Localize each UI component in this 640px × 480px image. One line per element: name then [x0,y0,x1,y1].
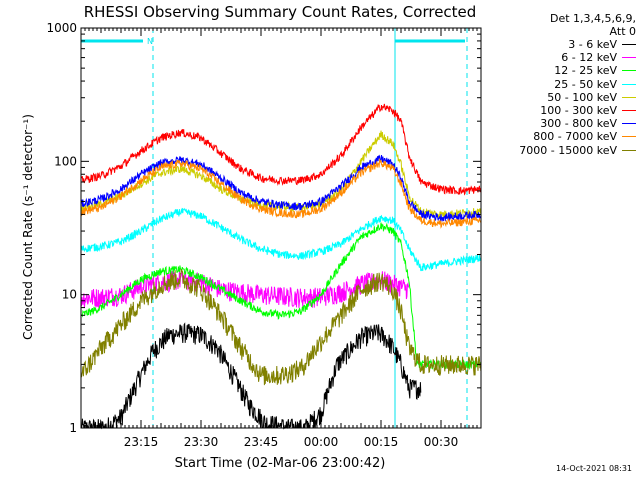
series-line-2 [80,222,482,371]
legend-swatch [622,44,636,46]
series-line-3 [80,207,482,272]
legend-entry-4: 50 - 100 keV [486,91,636,104]
legend-entry-0: 3 - 6 keV [486,38,636,51]
legend-entry-3: 25 - 50 keV [486,78,636,91]
legend: Det 1,3,4,5,6,9, Att 0 3 - 6 keV 6 - 12 k… [486,12,636,157]
legend-swatch [622,96,636,98]
legend-swatch [622,123,636,125]
legend-label: 25 - 50 keV [554,77,617,91]
y-axis-label: Corrected Count Rate (s⁻¹ detector⁻¹) [21,114,35,340]
y-tick-label-3: 1000 [46,21,77,35]
footer-timestamp: 14-Oct-2021 08:31 [556,464,632,473]
legend-label: 50 - 100 keV [547,90,617,104]
x-tick-label-5: 00:30 [424,435,459,449]
legend-entry-1: 6 - 12 keV [486,51,636,64]
legend-swatch [622,136,636,138]
legend-swatch [622,70,636,72]
y-tick-label-1: 10 [62,288,77,302]
night-bar-label-0: N [147,37,153,46]
legend-entry-7: 800 - 7000 keV [486,130,636,143]
legend-header-line-2: Att 0 [609,25,636,38]
legend-entry-8: 7000 - 15000 keV [486,144,636,157]
axes: 1 10 100 1000 23:15 23:30 23:45 00:00 00:15 00:30 [46,21,482,449]
plot-area: N [80,28,482,430]
x-tick-label-2: 23:45 [244,435,279,449]
y-tick-label-0: 1 [69,421,77,435]
legend-swatch [622,110,636,112]
series-line-7 [80,157,482,229]
legend-swatch [622,57,636,59]
legend-label: 7000 - 15000 keV [519,143,617,157]
series-line-0 [80,322,422,430]
series-line-8 [80,268,482,386]
x-tick-label-1: 23:30 [184,435,219,449]
x-tick-label-4: 00:15 [364,435,399,449]
legend-entry-6: 300 - 800 keV [486,117,636,130]
legend-label: 6 - 12 keV [561,51,617,65]
legend-label: 300 - 800 keV [540,117,617,131]
series-line-5 [80,103,482,196]
chart-title: RHESSI Observing Summary Count Rates, Co… [84,3,477,21]
x-tick-label-0: 23:15 [124,435,159,449]
legend-swatch [622,149,636,151]
x-tick-label-3: 00:00 [304,435,339,449]
legend-swatch [622,83,636,85]
legend-header-line-1: Det 1,3,4,5,6,9, [549,12,636,25]
y-tick-label-2: 100 [54,154,77,168]
legend-entry-5: 100 - 300 keV [486,104,636,117]
series-line-1 [80,269,410,309]
legend-label: 800 - 7000 keV [533,130,617,144]
legend-label: 12 - 25 keV [554,64,617,78]
legend-label: 100 - 300 keV [540,104,617,118]
x-axis-label: Start Time (02-Mar-06 23:00:42) [175,456,386,471]
series-line-6 [80,154,482,222]
legend-entry-2: 12 - 25 keV [486,64,636,77]
legend-label: 3 - 6 keV [568,38,617,52]
legend-entries: 3 - 6 keV 6 - 12 keV 12 - 25 keV 25 - 50 ke… [486,38,636,157]
